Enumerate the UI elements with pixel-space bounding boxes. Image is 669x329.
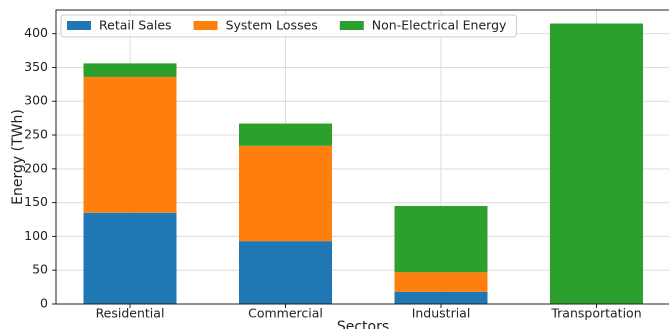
y-axis-label: Energy (TWh) [10,109,26,205]
bar-segment [83,76,177,213]
x-tick-label: Residential [96,306,165,321]
bar-segment [239,145,332,242]
legend-swatch [339,21,364,30]
legend-label: System Losses [226,18,318,33]
bar-segment [550,23,643,304]
y-tick-label: 400 [24,25,48,40]
x-tick-label: Industrial [412,306,471,321]
legend-swatch [193,21,218,30]
x-tick-label: Transportation [550,306,641,321]
x-axis-label: Sectors [337,319,389,329]
x-tick-label: Commercial [248,306,323,321]
y-tick-label: 50 [32,262,48,277]
bar-segment [239,123,332,146]
y-tick-label: 250 [24,127,48,142]
y-tick-label: 350 [24,59,48,74]
bar-segment [83,63,177,77]
y-tick-label: 300 [24,93,48,108]
y-tick-label: 100 [24,228,48,243]
legend-label: Non-Electrical Energy [372,18,507,33]
bar-segment [394,272,488,292]
bar-segment [239,241,332,304]
plot-frame [55,9,669,305]
y-tick-label: 150 [24,194,48,209]
bar-segment [394,291,488,304]
y-tick-label: 200 [24,160,48,175]
legend-label: Retail Sales [99,18,172,33]
legend-box [60,14,517,38]
legend: Retail Sales System Losses Non-Electrical … [60,14,517,38]
bar-segment [394,206,488,273]
bar-segment [83,212,177,304]
legend-swatch [67,21,91,30]
y-tick-label: 0 [40,296,48,311]
